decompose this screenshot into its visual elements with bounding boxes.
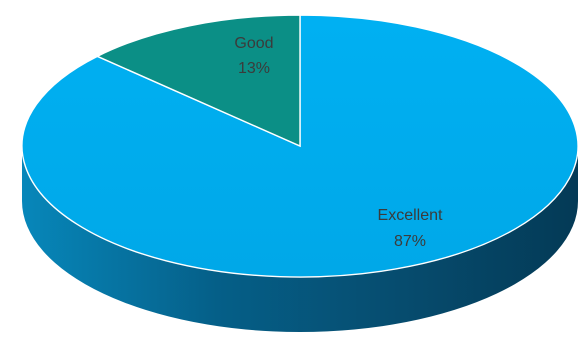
slice-label-good: Good	[234, 35, 273, 52]
slice-value-good: 13%	[238, 60, 270, 77]
slice-value-excellent: 87%	[394, 233, 426, 250]
side-wall-excellent	[22, 146, 578, 332]
pie-side-wall	[22, 146, 578, 332]
pie-slice-good	[95, 14, 301, 148]
pie-top-face	[21, 14, 579, 278]
pie-labels: Excellent 87% Good 13%	[234, 35, 443, 250]
slice-label-excellent: Excellent	[378, 207, 443, 224]
